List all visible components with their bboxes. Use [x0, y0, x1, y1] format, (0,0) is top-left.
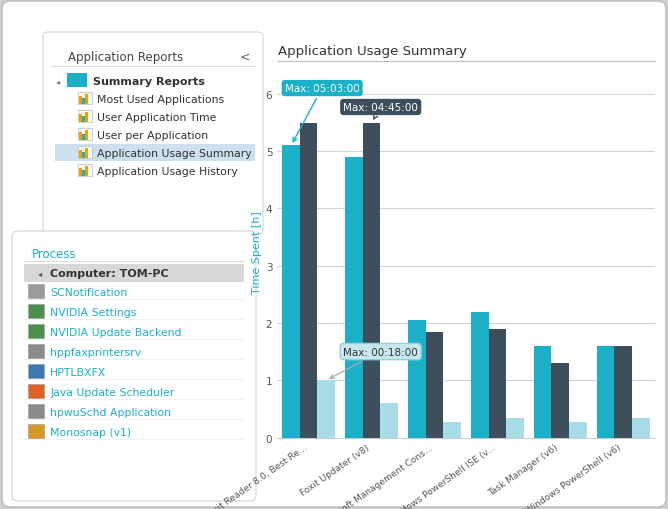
Text: SCNotification: SCNotification [50, 288, 127, 297]
Text: <: < [240, 50, 250, 64]
Text: hppfaxprintersrv: hppfaxprintersrv [50, 347, 141, 357]
Bar [283, 146, 300, 438]
Text: Summary Reports: Summary Reports [93, 77, 205, 87]
Text: NVIDIA Settings: NVIDIA Settings [50, 307, 136, 318]
Bar [615, 346, 632, 438]
FancyBboxPatch shape [43, 33, 263, 235]
Bar [55, 145, 255, 162]
Bar [28, 364, 44, 378]
Bar [79, 115, 81, 123]
Bar [85, 95, 88, 105]
Bar [408, 321, 426, 438]
Text: Application Usage Summary: Application Usage Summary [278, 45, 467, 59]
Bar [82, 153, 84, 159]
Text: Max: 00:18:00: Max: 00:18:00 [330, 347, 418, 379]
Text: Application Reports: Application Reports [68, 50, 183, 64]
Bar [28, 304, 44, 318]
Text: NVIDIA Update Backend: NVIDIA Update Backend [50, 327, 182, 337]
Text: Max: 05:03:00: Max: 05:03:00 [285, 84, 359, 143]
Bar [28, 324, 44, 338]
Bar [28, 404, 44, 418]
Bar [345, 158, 363, 438]
Bar [24, 265, 244, 282]
Bar [78, 147, 92, 159]
Bar [78, 165, 92, 177]
Text: Application Usage History: Application Usage History [97, 166, 238, 177]
Bar [79, 97, 81, 105]
Text: Computer: TOM-PC: Computer: TOM-PC [50, 268, 168, 278]
Bar [82, 135, 84, 140]
Bar [85, 149, 88, 159]
Text: ◂: ◂ [38, 269, 42, 278]
Bar [632, 418, 649, 438]
Bar [28, 424, 44, 438]
Bar [85, 166, 88, 177]
Bar [597, 346, 615, 438]
Bar [471, 312, 488, 438]
Bar [82, 117, 84, 123]
Bar [363, 123, 380, 438]
Text: Monosnap (v1): Monosnap (v1) [50, 427, 131, 437]
Bar [28, 344, 44, 358]
Text: hpwuSchd Application: hpwuSchd Application [50, 407, 171, 417]
Text: Application Usage Summary: Application Usage Summary [97, 149, 252, 159]
Bar [79, 133, 81, 140]
Bar [28, 285, 44, 298]
Bar [506, 418, 524, 438]
Bar [79, 168, 81, 177]
Text: HPTLBXFX: HPTLBXFX [50, 367, 106, 377]
Bar [85, 131, 88, 140]
Text: User Application Time: User Application Time [97, 113, 216, 123]
Text: Most Used Applications: Most Used Applications [97, 95, 224, 105]
Bar [426, 332, 444, 438]
Bar [380, 404, 398, 438]
Bar [444, 422, 461, 438]
Text: Max: 04:45:00: Max: 04:45:00 [343, 103, 418, 120]
Y-axis label: Time Spent [h]: Time Spent [h] [252, 211, 262, 293]
Bar [300, 123, 317, 438]
FancyBboxPatch shape [12, 232, 256, 501]
Text: User per Application: User per Application [97, 131, 208, 140]
Bar [85, 113, 88, 123]
Bar [534, 346, 552, 438]
Text: Process: Process [32, 247, 77, 260]
Bar [78, 111, 92, 123]
Bar [82, 171, 84, 177]
Bar [28, 384, 44, 398]
Text: Java Update Scheduler: Java Update Scheduler [50, 387, 174, 397]
Bar [79, 151, 81, 159]
Bar [488, 329, 506, 438]
Bar [78, 129, 92, 140]
Bar [78, 93, 92, 105]
Bar [67, 74, 87, 88]
Bar [569, 422, 587, 438]
Text: ◂: ◂ [56, 77, 60, 87]
Bar [317, 381, 335, 438]
Bar [82, 99, 84, 105]
Bar [552, 363, 569, 438]
